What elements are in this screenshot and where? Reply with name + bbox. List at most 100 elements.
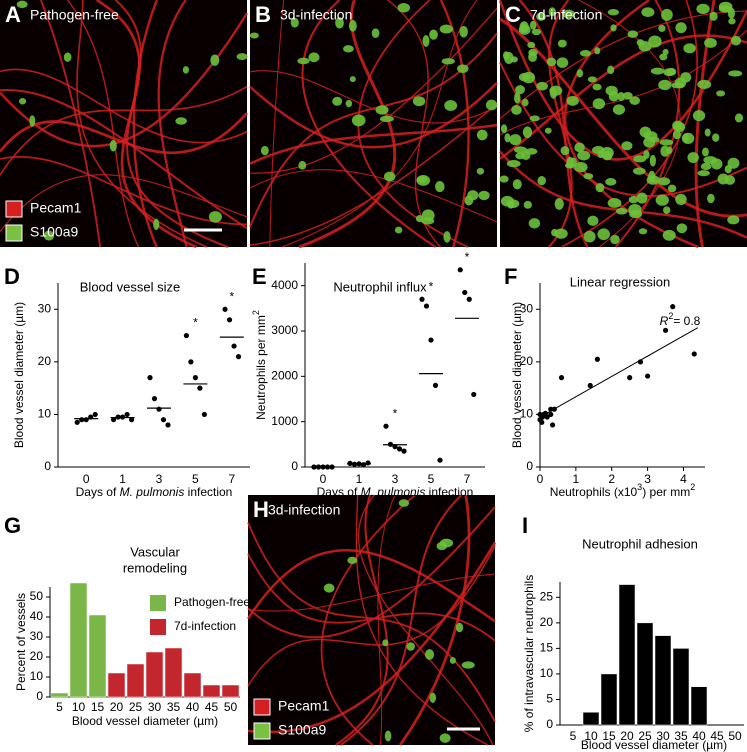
label-part: infection <box>425 485 473 499</box>
x-axis-label: Days of M. pulmonis infection <box>317 485 474 499</box>
neutrophil <box>347 556 358 565</box>
neutrophil <box>557 39 567 48</box>
x-tick-label: 5 <box>428 472 435 486</box>
data-point <box>537 411 543 418</box>
y-tick-label: 30 <box>38 301 52 315</box>
panel-letter: H <box>253 497 269 522</box>
neutrophil <box>397 3 411 13</box>
neutrophil <box>182 66 189 74</box>
neutrophil <box>348 20 357 32</box>
neutrophil <box>595 183 605 193</box>
bar <box>582 711 600 726</box>
neutrophil <box>730 35 742 46</box>
neutrophil <box>659 53 668 61</box>
data-point <box>165 422 171 428</box>
neutrophil <box>536 12 546 21</box>
neutrophil <box>649 154 656 167</box>
micrograph <box>0 0 249 249</box>
y-tick-label: 30 <box>520 301 534 315</box>
neutrophil <box>249 32 259 39</box>
neutrophil <box>511 104 522 115</box>
neutrophil <box>323 583 335 593</box>
neutrophil <box>527 41 536 49</box>
neutrophil <box>290 17 299 28</box>
bar <box>145 651 164 698</box>
neutrophil <box>683 43 696 54</box>
neutrophil <box>662 206 671 215</box>
panel-letter: E <box>252 264 267 289</box>
bar <box>221 684 240 698</box>
neutrophil <box>513 146 527 154</box>
label-part: infection <box>184 485 232 499</box>
neutrophil <box>661 8 673 21</box>
y-tick-label: 0 <box>36 689 43 703</box>
neutrophil <box>523 200 532 209</box>
neutrophil <box>382 639 389 647</box>
data-point <box>183 332 189 339</box>
data-point <box>231 343 237 349</box>
neutrophil <box>707 193 715 204</box>
neutrophil <box>728 70 743 77</box>
neutrophil <box>504 52 514 64</box>
x-tick-label: 40 <box>692 729 706 743</box>
neutrophil <box>672 130 681 140</box>
vessel <box>320 494 416 746</box>
vessel <box>67 0 140 248</box>
chart-title: Neutrophil influx <box>333 279 427 294</box>
data-point <box>457 267 463 273</box>
bar <box>672 648 690 726</box>
vessel <box>249 81 498 149</box>
data-point <box>471 391 477 398</box>
x-tick-label: 25 <box>129 700 143 714</box>
data-point <box>539 419 545 425</box>
neutrophil <box>576 69 584 78</box>
x-tick-label: 25 <box>638 729 652 743</box>
label-part: R <box>660 314 669 328</box>
neutrophil <box>692 110 706 122</box>
x-tick-label: 1 <box>119 472 126 486</box>
neutrophil <box>641 7 655 18</box>
neutrophil <box>592 83 602 91</box>
neutrophil <box>662 48 669 56</box>
bar <box>107 672 126 698</box>
neutrophil <box>406 642 415 651</box>
y-tick-label: 50 <box>30 589 44 603</box>
neutrophil <box>461 661 475 669</box>
neutrophil <box>579 50 592 57</box>
neutrophil <box>660 145 670 157</box>
neutrophil <box>536 81 548 91</box>
data-point <box>79 417 85 423</box>
neutrophil <box>577 150 591 161</box>
data-point <box>365 460 371 466</box>
x-tick-label: 4 <box>680 472 687 486</box>
neutrophil <box>521 98 529 107</box>
data-point <box>156 406 162 412</box>
neutrophil <box>612 104 626 115</box>
data-point <box>662 327 669 333</box>
panel-letter: G <box>4 513 21 538</box>
neutrophil <box>335 17 344 29</box>
x-tick-label: 50 <box>728 729 742 743</box>
data-point <box>147 375 153 381</box>
y-tick-label: 10 <box>38 407 52 421</box>
neutrophil <box>398 499 410 507</box>
neutrophil <box>672 120 684 131</box>
vessel <box>499 29 747 136</box>
legend-swatch <box>150 619 166 635</box>
neutrophil <box>655 194 669 206</box>
neutrophil <box>525 148 538 155</box>
neutrophil <box>657 177 671 186</box>
x-tick-label: 3 <box>392 472 399 486</box>
neutrophil <box>210 54 220 66</box>
bar <box>164 647 183 698</box>
neutrophil <box>394 226 403 234</box>
neutrophil <box>675 193 687 206</box>
panel-letter: B <box>255 2 271 27</box>
x-tick-label: 1 <box>573 472 580 486</box>
label-part: 2 <box>668 311 673 321</box>
neutrophil <box>587 76 597 83</box>
y-tick-label: 10 <box>540 666 554 680</box>
neutrophil <box>308 52 320 63</box>
neutrophil <box>676 223 688 234</box>
neutrophil <box>371 28 380 39</box>
